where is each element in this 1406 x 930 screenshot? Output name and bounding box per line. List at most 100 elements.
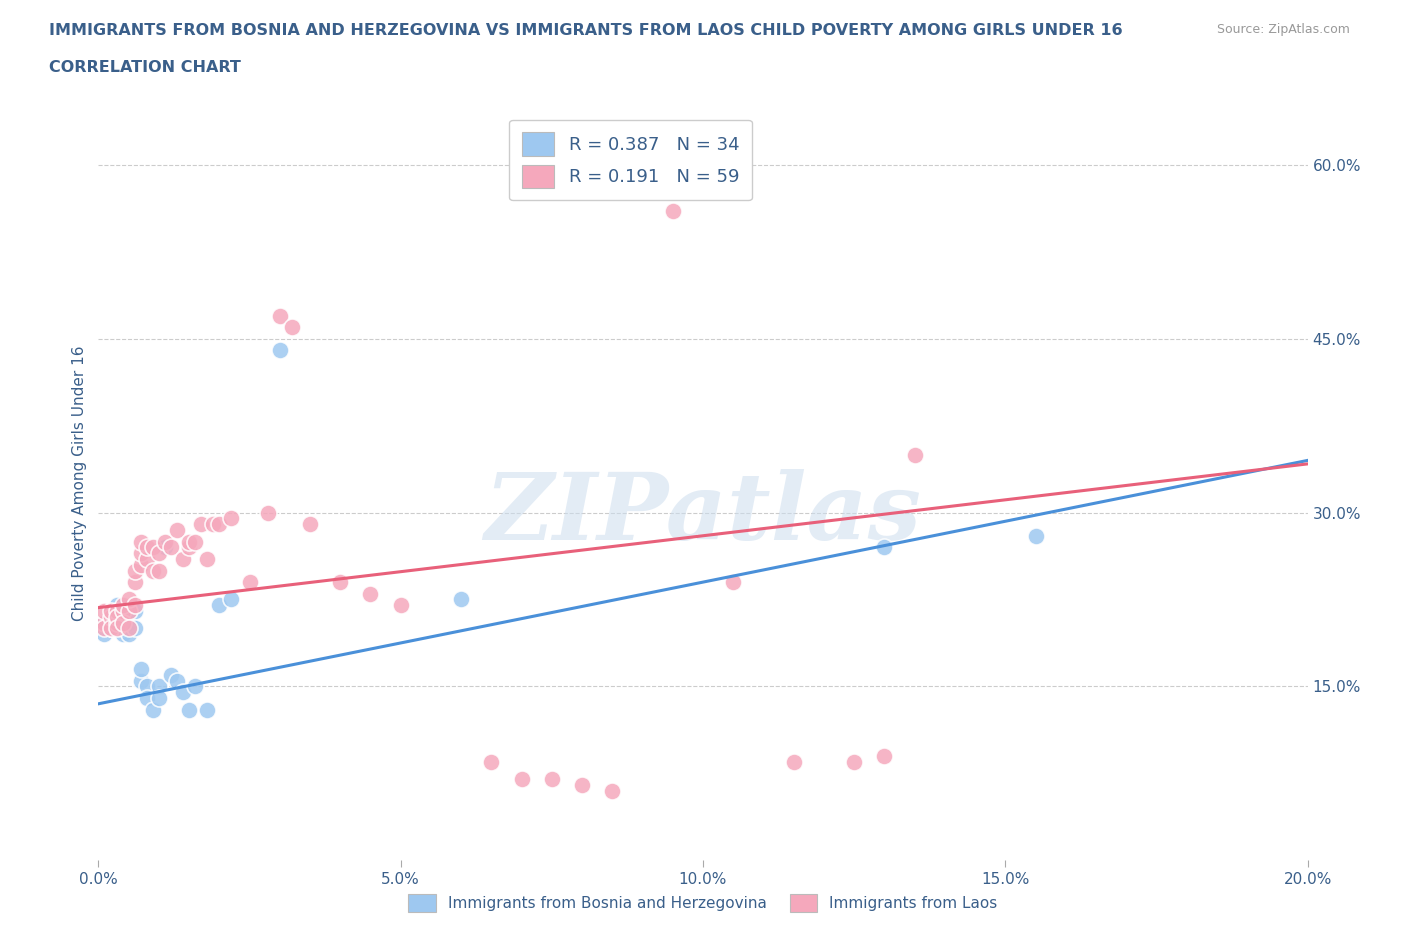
Point xyxy=(100,609,122,624)
Point xyxy=(93,616,115,631)
Point xyxy=(111,627,134,642)
Point xyxy=(148,546,170,561)
Point xyxy=(124,598,146,613)
Point xyxy=(184,679,207,694)
Point xyxy=(111,609,134,624)
Point xyxy=(202,517,225,532)
Point xyxy=(184,534,207,549)
Point xyxy=(135,551,157,566)
Point xyxy=(153,534,176,549)
Point xyxy=(105,604,128,618)
Point xyxy=(195,702,218,717)
Legend: Immigrants from Bosnia and Herzegovina, Immigrants from Laos: Immigrants from Bosnia and Herzegovina, … xyxy=(402,888,1004,918)
Point xyxy=(195,551,218,566)
Point xyxy=(148,563,170,578)
Point xyxy=(100,604,122,618)
Point xyxy=(510,772,533,787)
Point xyxy=(208,598,231,613)
Legend: R = 0.387   N = 34, R = 0.191   N = 59: R = 0.387 N = 34, R = 0.191 N = 59 xyxy=(509,120,752,201)
Point xyxy=(269,308,291,323)
Point xyxy=(360,586,382,601)
Text: Source: ZipAtlas.com: Source: ZipAtlas.com xyxy=(1216,23,1350,36)
Point xyxy=(179,702,201,717)
Point xyxy=(160,540,183,555)
Point xyxy=(221,592,243,607)
Point xyxy=(129,546,152,561)
Point xyxy=(129,673,152,688)
Point xyxy=(1024,528,1046,543)
Point xyxy=(179,540,201,555)
Point xyxy=(118,604,141,618)
Point xyxy=(124,621,146,636)
Point xyxy=(142,563,165,578)
Point xyxy=(239,575,262,590)
Point xyxy=(269,343,291,358)
Point xyxy=(179,534,201,549)
Point xyxy=(208,517,231,532)
Point xyxy=(844,754,866,769)
Point xyxy=(281,320,304,335)
Point xyxy=(100,621,122,636)
Point xyxy=(172,684,194,699)
Point xyxy=(124,575,146,590)
Point xyxy=(329,575,352,590)
Point xyxy=(299,517,322,532)
Point xyxy=(105,609,128,624)
Point xyxy=(148,691,170,706)
Point xyxy=(118,621,141,636)
Point xyxy=(118,592,141,607)
Point xyxy=(256,505,278,520)
Point xyxy=(100,621,122,636)
Point xyxy=(160,668,183,683)
Point xyxy=(100,604,122,618)
Text: ZIPatlas: ZIPatlas xyxy=(485,469,921,559)
Text: CORRELATION CHART: CORRELATION CHART xyxy=(49,60,240,75)
Point xyxy=(723,575,745,590)
Point xyxy=(135,540,157,555)
Point xyxy=(105,621,128,636)
Point xyxy=(172,551,194,566)
Point xyxy=(389,598,412,613)
Point xyxy=(129,661,152,676)
Text: IMMIGRANTS FROM BOSNIA AND HERZEGOVINA VS IMMIGRANTS FROM LAOS CHILD POVERTY AMO: IMMIGRANTS FROM BOSNIA AND HERZEGOVINA V… xyxy=(49,23,1123,38)
Point xyxy=(481,754,503,769)
Point xyxy=(602,783,624,798)
Point xyxy=(111,621,134,636)
Point xyxy=(166,523,188,538)
Point xyxy=(111,604,134,618)
Point xyxy=(93,627,115,642)
Point xyxy=(118,627,141,642)
Y-axis label: Child Poverty Among Girls Under 16: Child Poverty Among Girls Under 16 xyxy=(72,346,87,621)
Point xyxy=(100,621,122,636)
Point xyxy=(904,447,927,462)
Point xyxy=(190,517,212,532)
Point xyxy=(153,540,176,555)
Point xyxy=(571,777,593,792)
Point xyxy=(873,540,896,555)
Point xyxy=(221,511,243,525)
Point xyxy=(105,616,128,631)
Point xyxy=(111,598,134,613)
Point xyxy=(142,540,165,555)
Point xyxy=(783,754,806,769)
Point xyxy=(129,534,152,549)
Point xyxy=(135,691,157,706)
Point xyxy=(135,679,157,694)
Point xyxy=(661,204,683,219)
Point xyxy=(124,563,146,578)
Point xyxy=(118,616,141,631)
Point xyxy=(105,604,128,618)
Point xyxy=(873,749,896,764)
Point xyxy=(124,604,146,618)
Point xyxy=(148,679,170,694)
Point xyxy=(93,621,115,636)
Point xyxy=(93,604,115,618)
Point xyxy=(105,598,128,613)
Point xyxy=(93,616,115,631)
Point xyxy=(450,592,472,607)
Point xyxy=(166,673,188,688)
Point xyxy=(540,772,562,787)
Point xyxy=(142,702,165,717)
Point xyxy=(129,557,152,572)
Point xyxy=(111,616,134,631)
